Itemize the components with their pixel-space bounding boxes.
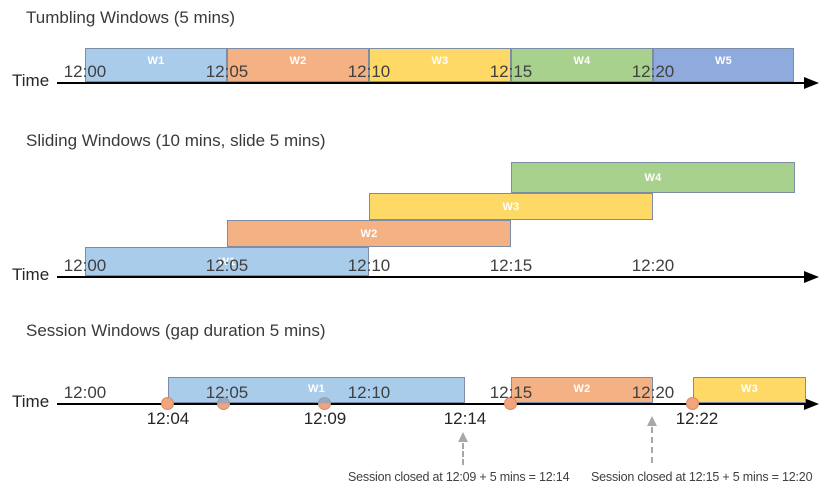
event-time-label: 12:09 xyxy=(303,409,347,428)
window-bar-w4: W4 xyxy=(511,162,795,193)
time-axis-label: Time xyxy=(12,265,50,284)
window-label: W4 xyxy=(573,55,591,67)
time-tick-label: 12:05 xyxy=(205,383,249,402)
window-label: W2 xyxy=(289,55,307,67)
event-dot xyxy=(161,397,174,410)
section-title: Tumbling Windows (5 mins) xyxy=(26,8,236,27)
window-label: W1 xyxy=(218,255,236,268)
time-tick-label: 12:05 xyxy=(205,256,249,275)
time-axis-label: Time xyxy=(12,392,50,411)
event-time-label: 12:14 xyxy=(443,409,487,428)
event-dot xyxy=(217,397,230,410)
time-tick-label: 12:20 xyxy=(631,62,675,81)
window-label: W1 xyxy=(307,383,326,395)
time-tick-label: 12:05 xyxy=(205,62,249,81)
dashed-arrow-stem xyxy=(651,427,653,463)
timeline xyxy=(57,82,807,84)
time-tick-label: 12:15 xyxy=(489,62,533,81)
dashed-arrow-stem xyxy=(462,443,464,465)
window-bar-w2: W2 xyxy=(511,377,653,403)
event-dot xyxy=(504,397,517,410)
event-time-label: 12:22 xyxy=(675,409,719,428)
time-tick-label: 12:10 xyxy=(347,256,391,275)
timeline-arrowhead-icon xyxy=(804,398,819,410)
time-tick-label: 12:00 xyxy=(63,62,107,81)
time-tick-label: 12:15 xyxy=(489,383,533,402)
window-label: W3 xyxy=(431,55,449,67)
timeline-arrowhead-icon xyxy=(804,271,819,283)
event-dot xyxy=(686,397,699,410)
timeline xyxy=(57,276,807,278)
time-tick-label: 12:10 xyxy=(347,62,391,81)
time-tick-label: 12:00 xyxy=(63,383,107,402)
window-bar-w2: W2 xyxy=(227,220,511,247)
window-label: W1 xyxy=(147,55,165,67)
time-tick-label: 12:15 xyxy=(489,256,533,275)
section-title: Sliding Windows (10 mins, slide 5 mins) xyxy=(26,131,326,150)
window-bar-w3: W3 xyxy=(693,377,806,403)
time-tick-label: 12:10 xyxy=(347,383,391,402)
event-time-label: 12:04 xyxy=(146,409,190,428)
timeline-arrowhead-icon xyxy=(804,77,819,89)
window-label: W3 xyxy=(502,200,520,213)
window-bar-w3: W3 xyxy=(369,48,511,82)
time-tick-label: 12:20 xyxy=(631,256,675,275)
event-dot xyxy=(318,397,331,410)
window-label: W5 xyxy=(714,55,733,67)
window-bar-w2: W2 xyxy=(227,48,369,82)
section-title: Session Windows (gap duration 5 mins) xyxy=(26,321,326,340)
window-bar-w3: W3 xyxy=(369,193,653,220)
time-tick-label: 12:20 xyxy=(631,383,675,402)
time-axis-label: Time xyxy=(12,71,50,90)
timeline xyxy=(57,403,807,405)
time-tick-label: 12:00 xyxy=(63,256,107,275)
session-close-note: Session closed at 12:15 + 5 mins = 12:20 xyxy=(591,470,813,484)
window-label: W2 xyxy=(573,383,591,395)
window-label: W4 xyxy=(644,171,662,184)
window-bar-w4: W4 xyxy=(511,48,653,82)
window-bar-w1: W1 xyxy=(85,48,227,82)
arrow-up-icon xyxy=(647,416,657,426)
window-label: W2 xyxy=(360,227,378,240)
window-bar-w1: W1 xyxy=(85,247,369,276)
window-bar-w5: W5 xyxy=(653,48,794,82)
arrow-up-icon xyxy=(458,432,468,442)
session-close-note: Session closed at 12:09 + 5 mins = 12:14 xyxy=(348,470,570,484)
window-label: W3 xyxy=(740,383,759,395)
